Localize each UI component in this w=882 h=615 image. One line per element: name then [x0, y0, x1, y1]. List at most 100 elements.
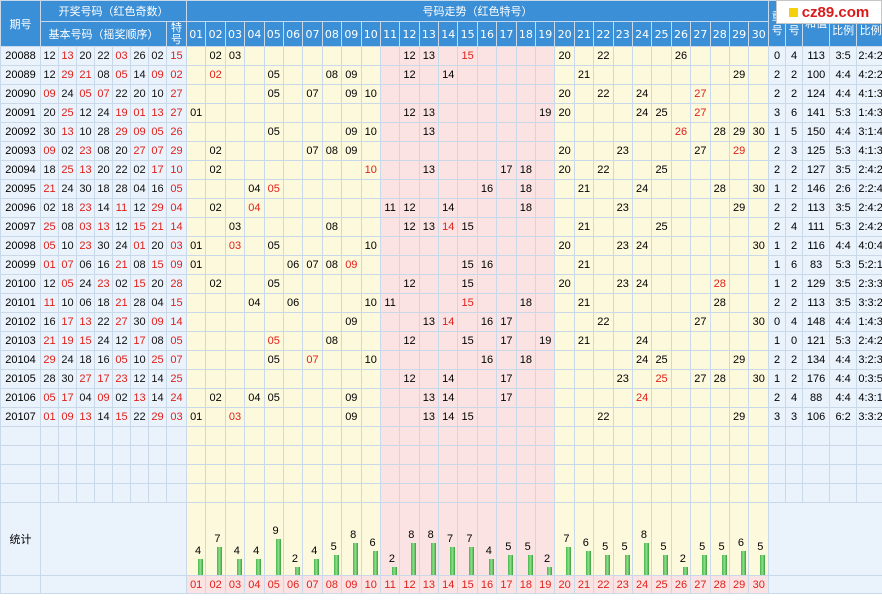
- count-label: 9: [272, 525, 279, 537]
- basic-number-cell: 23: [76, 198, 95, 218]
- count-bar: [314, 559, 320, 575]
- repeat-cell: 0: [768, 312, 787, 332]
- sum-cell: 125: [802, 141, 831, 161]
- count-label: 8: [427, 529, 434, 541]
- basic-number-cell: 02: [112, 274, 131, 294]
- trend-empty-cell: [457, 65, 478, 85]
- trend-hit-cell: 14: [438, 312, 459, 332]
- empty-cell: [130, 483, 149, 503]
- oe-cell: 5:3: [829, 331, 858, 351]
- bottom-number-cell: 18: [515, 575, 537, 594]
- bottom-number-cell: 07: [302, 575, 323, 594]
- stats-bar-cell: 7: [205, 502, 226, 576]
- site-logo[interactable]: cz89.com: [776, 0, 882, 24]
- empty-cell: [76, 483, 95, 503]
- trend-empty-cell: [573, 274, 595, 294]
- consec-cell: 4: [785, 46, 804, 66]
- trend-empty-cell: [185, 46, 207, 66]
- bottom-number-row: 01 02 03 04 05 06 07 08 09 10 11 12 13 14 15 16 17 18 19 20…: [0, 575, 882, 594]
- empty-cell: [418, 426, 440, 446]
- bottom-number-cell: 08: [321, 575, 343, 594]
- trend-empty-cell: [535, 350, 556, 370]
- basic-number-cell: 24: [112, 236, 131, 256]
- trend-hit-cell: 05: [263, 84, 284, 104]
- trend-empty-cell: [341, 369, 362, 389]
- trend-empty-cell: [360, 198, 381, 218]
- empty-cell: [94, 445, 113, 465]
- stats-bar-cell: 9: [263, 502, 284, 576]
- oe-cell: 4:4: [829, 65, 858, 85]
- empty-cell: [802, 464, 831, 484]
- trend-hit-cell: 03: [224, 217, 246, 237]
- trend-empty-cell: [728, 84, 750, 104]
- basic-number-cell: 27: [112, 312, 131, 332]
- trend-empty-cell: [631, 46, 653, 66]
- basic-number-cell: 19: [112, 103, 131, 123]
- basic-number-cell: 21: [112, 293, 131, 313]
- special-number-cell: 15: [166, 46, 187, 66]
- stats-bar-cell: 5: [515, 502, 537, 576]
- count-label: 2: [388, 553, 395, 565]
- trend-empty-cell: [185, 312, 207, 332]
- sum-cell: 129: [802, 274, 831, 294]
- trend-empty-cell: [670, 103, 692, 123]
- empty-cell: [438, 445, 459, 465]
- empty-cell: [185, 483, 207, 503]
- trend-hit-cell: 10: [360, 293, 381, 313]
- trend-empty-cell: [263, 198, 284, 218]
- trend-hit-cell: 25: [651, 369, 672, 389]
- trend-empty-cell: [476, 160, 498, 180]
- empty-cell: [768, 464, 787, 484]
- empty-cell: [554, 426, 575, 446]
- oe-cell: 5:3: [829, 255, 858, 275]
- logo-square-icon: [788, 7, 798, 17]
- trend-empty-cell: [341, 350, 362, 370]
- trend-col-header: 14: [438, 21, 459, 47]
- trend-empty-cell: [476, 141, 498, 161]
- empty-cell: [205, 483, 226, 503]
- trend-hit-cell: 18: [515, 198, 537, 218]
- basic-number-cell: 06: [76, 255, 95, 275]
- empty-cell: [148, 426, 167, 446]
- empty-cell: [263, 445, 284, 465]
- draw-row: 20090 09 24 05 07 22 20 10 27 05 07 09 10 20 22 24 27 2 2 1…: [0, 84, 882, 104]
- trend-empty-cell: [321, 388, 343, 408]
- trend-empty-cell: [282, 46, 304, 66]
- trend-hit-cell: 27: [690, 103, 711, 123]
- trend-empty-cell: [670, 65, 692, 85]
- trend-hit-cell: 23: [612, 369, 633, 389]
- trend-hit-cell: 17: [496, 369, 517, 389]
- draw-row: 20093 09 02 23 08 20 27 07 29 02 07 08 09 20 23 27 29 2 3 1…: [0, 141, 882, 161]
- trend-empty-cell: [651, 293, 672, 313]
- trend-empty-cell: [554, 331, 575, 351]
- consec-cell: 3: [785, 141, 804, 161]
- trend-empty-cell: [631, 369, 653, 389]
- trend-empty-cell: [535, 122, 556, 142]
- count-label: 2: [543, 553, 551, 565]
- empty-cell: [535, 464, 556, 484]
- empty-cell: [748, 445, 770, 465]
- trend-hit-cell: 24: [631, 84, 653, 104]
- count-bar: [508, 555, 514, 575]
- count-label: 6: [369, 537, 376, 549]
- basic-number-cell: 28: [130, 293, 149, 313]
- trend-empty-cell: [476, 122, 498, 142]
- trend-hit-cell: 24: [631, 350, 653, 370]
- trend-empty-cell: [457, 179, 478, 199]
- trend-empty-cell: [379, 388, 401, 408]
- repeat-cell: 1: [768, 369, 787, 389]
- basic-number-cell: 12: [130, 198, 149, 218]
- trend-hit-cell: 13: [418, 46, 440, 66]
- trend-empty-cell: [263, 217, 284, 237]
- sum-cell: 121: [802, 331, 831, 351]
- trend-empty-cell: [418, 84, 440, 104]
- empty-row: [0, 483, 882, 503]
- trend-empty-cell: [399, 350, 420, 370]
- trend-empty-cell: [554, 122, 575, 142]
- empty-cell: [829, 426, 858, 446]
- empty-cell: [670, 464, 692, 484]
- basic-number-cell: 17: [58, 388, 77, 408]
- draw-row: 20101 11 10 06 18 21 28 04 15 04 06 10 11 15 18 21 28 2 2 1…: [0, 293, 882, 313]
- basic-number-cell: 24: [94, 103, 113, 123]
- trend-empty-cell: [457, 198, 478, 218]
